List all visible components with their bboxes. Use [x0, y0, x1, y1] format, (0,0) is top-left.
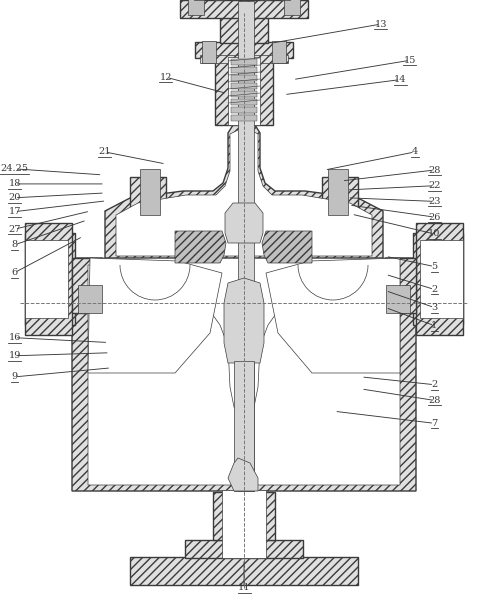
Bar	[180, 0, 308, 18]
Bar	[234, 361, 254, 491]
Polygon shape	[266, 258, 400, 373]
Bar	[284, 0, 300, 15]
Bar	[231, 107, 257, 113]
Text: 17: 17	[8, 207, 21, 216]
Bar	[72, 258, 106, 313]
Polygon shape	[72, 258, 416, 491]
Text: 26: 26	[428, 213, 441, 221]
Bar	[231, 91, 257, 97]
Polygon shape	[105, 125, 383, 258]
Text: 27: 27	[8, 225, 21, 233]
Polygon shape	[25, 240, 68, 318]
Text: 4: 4	[412, 148, 418, 156]
Text: 28: 28	[428, 166, 441, 174]
Bar	[202, 41, 216, 63]
Bar	[215, 57, 273, 125]
Bar	[220, 15, 268, 43]
Text: 9: 9	[12, 373, 18, 381]
Bar	[386, 285, 410, 313]
Text: 16: 16	[8, 333, 21, 342]
Text: 1: 1	[431, 321, 437, 330]
Text: 15: 15	[404, 56, 416, 65]
Bar	[413, 233, 463, 325]
Bar	[225, 0, 263, 15]
Bar	[238, 1, 254, 491]
Text: 24.25: 24.25	[0, 165, 29, 173]
Text: 12: 12	[160, 73, 172, 81]
Bar	[228, 57, 260, 125]
Bar	[188, 0, 204, 15]
Bar	[231, 67, 257, 73]
Text: 23: 23	[428, 197, 441, 206]
Text: 21: 21	[99, 148, 111, 156]
Bar	[231, 83, 257, 89]
Bar	[25, 223, 72, 335]
Polygon shape	[420, 240, 463, 318]
Text: 5: 5	[431, 262, 437, 271]
Polygon shape	[116, 127, 372, 256]
Polygon shape	[88, 258, 222, 373]
Bar	[231, 99, 257, 105]
Text: 18: 18	[8, 180, 21, 188]
Bar	[200, 55, 288, 63]
Polygon shape	[225, 203, 263, 243]
Polygon shape	[88, 265, 400, 485]
Text: 14: 14	[394, 75, 407, 84]
Bar	[140, 169, 160, 215]
Bar	[222, 490, 266, 558]
Text: 13: 13	[374, 20, 387, 28]
Polygon shape	[175, 231, 226, 263]
Text: 11: 11	[238, 584, 250, 592]
Polygon shape	[262, 231, 312, 263]
Text: 8: 8	[12, 241, 18, 249]
Polygon shape	[224, 278, 264, 363]
Text: 2: 2	[431, 285, 437, 294]
Text: 19: 19	[8, 352, 21, 360]
Text: 7: 7	[431, 419, 437, 428]
Text: 10: 10	[428, 230, 441, 238]
Bar	[185, 540, 303, 558]
Bar	[272, 41, 286, 63]
Text: 3: 3	[431, 303, 437, 312]
Bar	[231, 115, 257, 121]
Bar	[322, 177, 358, 215]
Polygon shape	[228, 458, 258, 491]
Text: 2: 2	[431, 380, 437, 389]
Text: 20: 20	[8, 194, 21, 202]
Bar	[130, 177, 166, 215]
Text: 22: 22	[428, 182, 441, 190]
Polygon shape	[416, 223, 463, 335]
Text: 6: 6	[12, 268, 18, 277]
Polygon shape	[25, 223, 72, 335]
Bar	[25, 233, 75, 325]
Bar	[130, 557, 358, 585]
Bar	[231, 59, 257, 65]
Bar	[231, 75, 257, 81]
Text: 28: 28	[428, 396, 441, 405]
Bar	[195, 42, 293, 58]
Bar	[213, 492, 275, 540]
Bar	[382, 258, 416, 313]
Bar	[328, 169, 348, 215]
Bar	[78, 285, 102, 313]
